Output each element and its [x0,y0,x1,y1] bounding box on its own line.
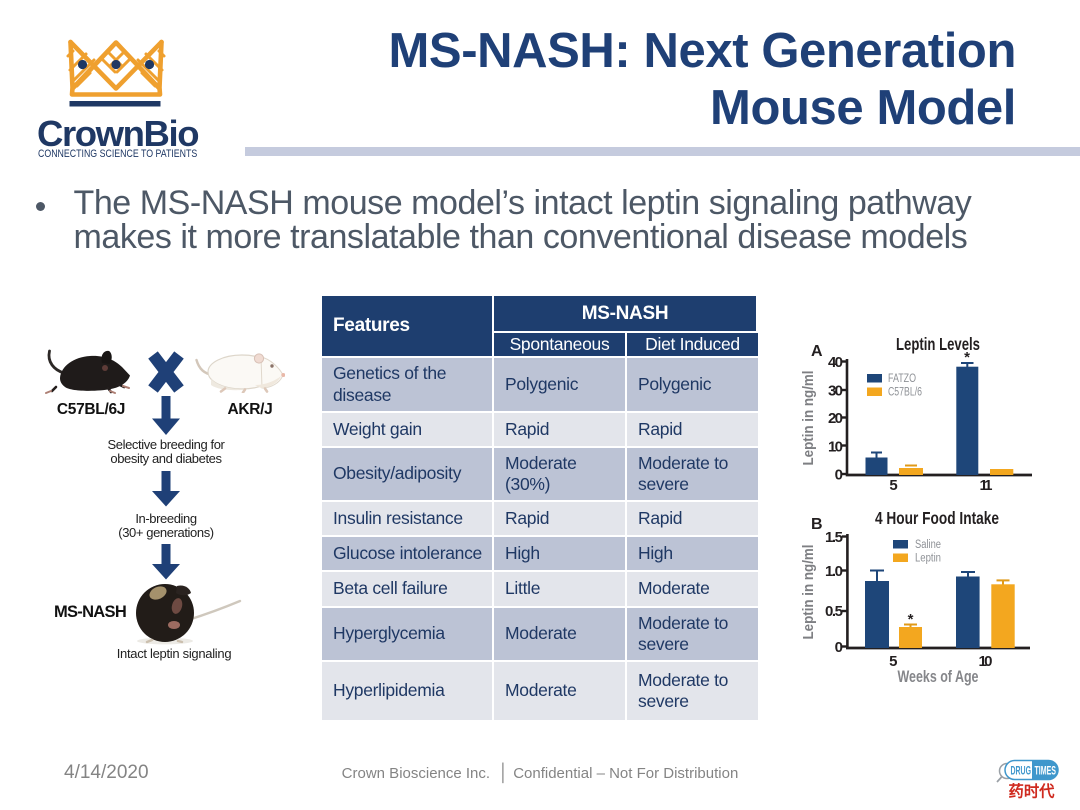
svg-text:Leptin in ng/ml: Leptin in ng/ml [800,545,817,640]
svg-text:Leptin: Leptin [915,553,941,565]
svg-text:药时代: 药时代 [1009,782,1055,801]
svg-text:*: * [964,349,970,366]
svg-text:Leptin Levels: Leptin Levels [896,334,980,354]
svg-text:TIMES: TIMES [1035,766,1057,778]
svg-text:1.0: 1.0 [825,563,843,580]
svg-text:A: A [811,343,823,360]
svg-text:0.5: 0.5 [825,603,843,620]
svg-text:40: 40 [828,354,843,371]
svg-text:11: 11 [980,477,993,494]
svg-text:4 Hour Food Intake: 4 Hour Food Intake [875,508,999,528]
svg-text:30: 30 [828,383,843,400]
svg-text:B: B [811,516,823,533]
svg-text:0: 0 [835,467,843,484]
svg-text:10: 10 [979,653,993,670]
svg-text:20: 20 [828,410,843,427]
svg-text:0: 0 [835,639,843,656]
svg-text:10: 10 [828,439,843,456]
svg-text:5: 5 [889,477,897,494]
svg-text:Saline: Saline [915,539,941,551]
svg-text:C57BL/6: C57BL/6 [888,387,922,399]
svg-text:*: * [908,611,914,628]
svg-text:FATZO: FATZO [888,373,916,385]
svg-text:1.5: 1.5 [825,529,843,546]
svg-text:Leptin in ng/ml: Leptin in ng/ml [800,371,817,466]
svg-text:Weeks of Age: Weeks of Age [898,667,979,686]
svg-text:5: 5 [889,653,897,670]
svg-text:DRUG: DRUG [1011,766,1032,778]
